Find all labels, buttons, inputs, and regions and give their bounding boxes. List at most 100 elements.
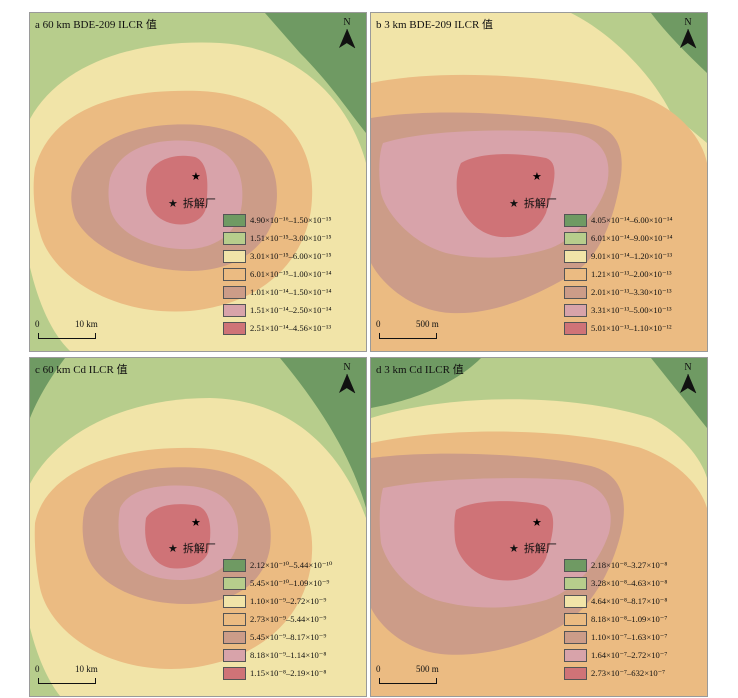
- legend-swatch: [223, 558, 246, 572]
- ilcr-map-b: [371, 13, 707, 351]
- legend-item: 6.01×10⁻¹⁴–9.00×10⁻¹⁴: [564, 230, 704, 246]
- legend-label: 1.10×10⁻⁷–1.63×10⁻⁷: [591, 631, 668, 642]
- legend-swatch: [564, 558, 587, 572]
- legend-label: 9.01×10⁻¹⁴–1.20×10⁻¹³: [591, 250, 673, 261]
- legend-label: 5.45×10⁻⁹–8.17×10⁻⁹: [250, 631, 327, 642]
- north-arrow: N: [336, 17, 358, 55]
- legend-swatch: [223, 648, 246, 662]
- legend-item: 1.21×10⁻¹³–2.00×10⁻¹³: [564, 266, 704, 282]
- legend-label: 4.64×10⁻⁸–8.17×10⁻⁸: [591, 595, 668, 606]
- star-icon: ★: [509, 543, 519, 555]
- site-marker-star: ★: [191, 517, 201, 529]
- legend-swatch: [223, 285, 246, 299]
- site-legend-label: 拆解厂: [182, 543, 216, 555]
- legend-swatch: [564, 267, 587, 281]
- legend-item: 2.18×10⁻⁸–3.27×10⁻⁸: [564, 557, 704, 573]
- legend-item: 1.01×10⁻¹⁴–1.50×10⁻¹⁴: [223, 284, 363, 300]
- north-arrow-icon: [339, 373, 356, 394]
- legend-item: 4.90×10⁻¹⁶–1.50×10⁻¹⁵: [223, 212, 363, 228]
- legend-swatch: [564, 231, 587, 245]
- legend-swatch: [564, 303, 587, 317]
- legend-swatch: [223, 267, 246, 281]
- north-label: N: [684, 362, 692, 373]
- panel-title: a 60 km BDE-209 ILCR 值: [35, 19, 157, 31]
- legend-swatch: [564, 630, 587, 644]
- legend-swatch: [564, 612, 587, 626]
- legend-label: 2.12×10⁻¹⁰–5.44×10⁻¹⁰: [250, 559, 333, 570]
- north-arrow-icon: [339, 28, 356, 49]
- star-icon: ★: [168, 198, 178, 210]
- panel-title: b 3 km BDE-209 ILCR 值: [376, 19, 494, 31]
- legend-swatch: [223, 630, 246, 644]
- legend-item: 2.51×10⁻¹⁴–4.56×10⁻¹³: [223, 320, 363, 336]
- legend-label: 5.45×10⁻¹⁰–1.09×10⁻⁹: [250, 577, 330, 588]
- legend-label: 1.21×10⁻¹³–2.00×10⁻¹³: [591, 268, 672, 279]
- legend-item: 1.64×10⁻⁷–2.72×10⁻⁷: [564, 647, 704, 663]
- legend-item: 3.28×10⁻⁸–4.63×10⁻⁸: [564, 575, 704, 591]
- map-panel-c: ★ c 60 km Cd ILCR 值 N ★ 拆解厂 2.12×10⁻¹⁰–5.…: [29, 357, 367, 697]
- legend-label: 1.51×10⁻¹⁴–2.50×10⁻¹⁴: [250, 304, 332, 315]
- legend: ★ 拆解厂 2.18×10⁻⁸–3.27×10⁻⁸ 3.28×10⁻⁸–4.63×…: [509, 543, 704, 683]
- north-arrow: N: [677, 17, 699, 55]
- legend-item: 3.31×10⁻¹³–5.00×10⁻¹³: [564, 302, 704, 318]
- site-legend: ★ 拆解厂: [509, 540, 557, 556]
- legend-item: 8.18×10⁻⁸–1.09×10⁻⁷: [564, 611, 704, 627]
- scale-bar-line: [379, 333, 437, 339]
- legend-item: 1.51×10⁻¹⁵–3.00×10⁻¹⁵: [223, 230, 363, 246]
- legend-item: 4.05×10⁻¹⁴–6.00×10⁻¹⁴: [564, 212, 704, 228]
- north-label: N: [684, 17, 692, 28]
- legend-swatch: [223, 594, 246, 608]
- north-label: N: [343, 17, 351, 28]
- scale-bar-line: [379, 678, 437, 684]
- legend-label: 1.01×10⁻¹⁴–1.50×10⁻¹⁴: [250, 286, 332, 297]
- legend-item: 2.73×10⁻⁷–632×10⁻⁷: [564, 665, 704, 681]
- site-legend: ★ 拆解厂: [168, 540, 216, 556]
- legend-label: 3.31×10⁻¹³–5.00×10⁻¹³: [591, 304, 672, 315]
- legend-swatch: [223, 213, 246, 227]
- panel-title: c 60 km Cd ILCR 值: [35, 364, 128, 376]
- legend-label: 6.01×10⁻¹⁵–1.00×10⁻¹⁴: [250, 268, 332, 279]
- legend-label: 1.64×10⁻⁷–2.72×10⁻⁷: [591, 649, 668, 660]
- legend-label: 3.28×10⁻⁸–4.63×10⁻⁸: [591, 577, 668, 588]
- legend-swatch: [564, 594, 587, 608]
- map-panel-d: ★ d 3 km Cd ILCR 值 N ★ 拆解厂 2.18×10⁻⁸–3.27…: [370, 357, 708, 697]
- scale-zero: 0: [35, 664, 40, 674]
- legend-label: 2.18×10⁻⁸–3.27×10⁻⁸: [591, 559, 668, 570]
- legend: ★ 拆解厂 4.90×10⁻¹⁶–1.50×10⁻¹⁵ 1.51×10⁻¹⁵–3.…: [168, 198, 363, 338]
- legend-swatch: [564, 666, 587, 680]
- scale-zero: 0: [376, 319, 381, 329]
- legend-item: 6.01×10⁻¹⁵–1.00×10⁻¹⁴: [223, 266, 363, 282]
- legend-item: 2.73×10⁻⁹–5.44×10⁻⁹: [223, 611, 363, 627]
- legend-item: 5.45×10⁻⁹–8.17×10⁻⁹: [223, 629, 363, 645]
- scale-zero: 0: [35, 319, 40, 329]
- legend-label: 8.18×10⁻⁹–1.14×10⁻⁸: [250, 649, 327, 660]
- scale-bar: 0 10 km: [35, 664, 115, 686]
- legend-item: 4.64×10⁻⁸–8.17×10⁻⁸: [564, 593, 704, 609]
- site-legend-label: 拆解厂: [523, 543, 557, 555]
- site-marker-star: ★: [532, 517, 542, 529]
- map-panel-b: ★ b 3 km BDE-209 ILCR 值 N ★ 拆解厂 4.05×10⁻¹…: [370, 12, 708, 352]
- site-marker-star: ★: [191, 171, 201, 183]
- site-legend: ★ 拆解厂: [168, 195, 216, 211]
- scale-label: 10 km: [75, 319, 98, 329]
- legend-item: 2.01×10⁻¹³–3.30×10⁻¹³: [564, 284, 704, 300]
- map-panel-a: ★ a 60 km BDE-209 ILCR 值 N ★ 拆解厂 4.90×10⁻…: [29, 12, 367, 352]
- legend-swatch: [223, 249, 246, 263]
- legend-swatch: [223, 612, 246, 626]
- legend-item: 9.01×10⁻¹⁴–1.20×10⁻¹³: [564, 248, 704, 264]
- legend-swatch: [223, 666, 246, 680]
- legend-label: 3.01×10⁻¹⁵–6.00×10⁻¹⁵: [250, 250, 332, 261]
- north-arrow: N: [677, 362, 699, 400]
- legend-swatch: [564, 249, 587, 263]
- legend-label: 5.01×10⁻¹³–1.10×10⁻¹²: [591, 322, 672, 333]
- north-arrow-icon: [680, 373, 697, 394]
- north-label: N: [343, 362, 351, 373]
- legend-label: 2.51×10⁻¹⁴–4.56×10⁻¹³: [250, 322, 332, 333]
- panel-title: d 3 km Cd ILCR 值: [376, 364, 464, 376]
- legend-label: 2.01×10⁻¹³–3.30×10⁻¹³: [591, 286, 672, 297]
- legend-item: 1.10×10⁻⁷–1.63×10⁻⁷: [564, 629, 704, 645]
- legend-label: 2.73×10⁻⁷–632×10⁻⁷: [591, 667, 666, 678]
- legend-label: 2.73×10⁻⁹–5.44×10⁻⁹: [250, 613, 327, 624]
- legend-item: 5.01×10⁻¹³–1.10×10⁻¹²: [564, 320, 704, 336]
- scale-label: 500 m: [416, 319, 439, 329]
